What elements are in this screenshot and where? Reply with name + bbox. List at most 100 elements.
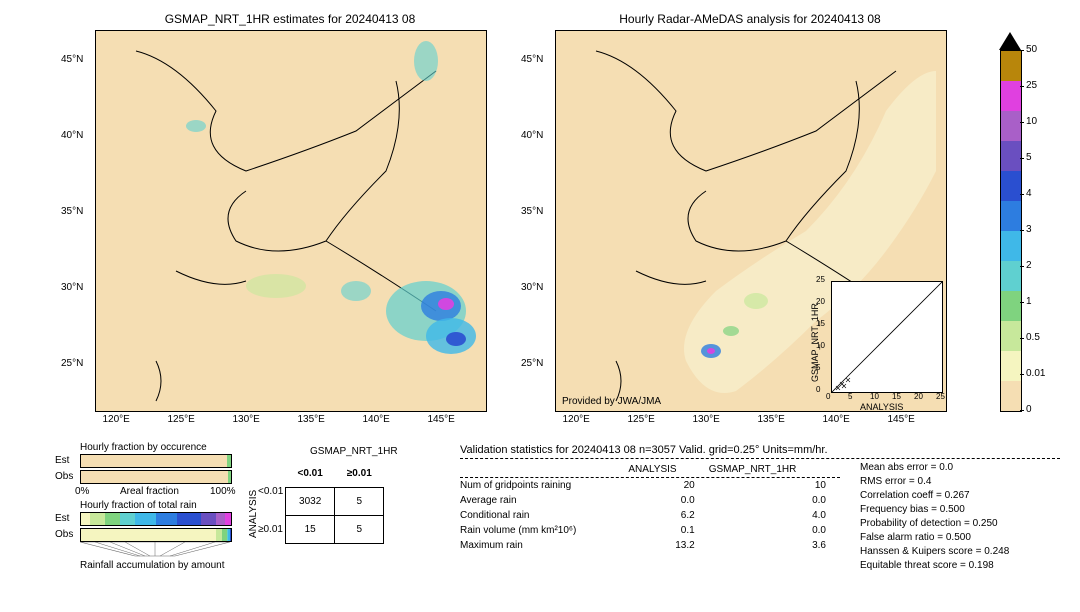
ctable-r0: <0.01 xyxy=(258,486,283,497)
ytick: 30°N xyxy=(521,282,543,293)
scatter-inset xyxy=(831,281,943,393)
ctable-h1: ≥0.01 xyxy=(335,460,384,488)
colorbar-tickmark xyxy=(1020,50,1024,51)
xtick: 145°E xyxy=(428,414,455,425)
colorbar-tick: 10 xyxy=(1026,116,1037,127)
scatter-xtick: 5 xyxy=(848,392,852,401)
scatter-ytick: 25 xyxy=(816,275,825,284)
xtick: 130°E xyxy=(233,414,260,425)
provided-by-label: Provided by JWA/JMA xyxy=(562,396,661,407)
colorbar-segment xyxy=(1001,261,1021,291)
scatter-xtick: 10 xyxy=(870,392,879,401)
colorbar-top-arrow xyxy=(999,32,1021,50)
xtick: 130°E xyxy=(693,414,720,425)
colorbar-segment xyxy=(1001,201,1021,231)
occ-obs-label: Obs xyxy=(55,471,73,482)
colorbar-segment xyxy=(1001,171,1021,201)
ytick: 45°N xyxy=(61,54,83,65)
accum-funnel xyxy=(80,542,230,560)
metric-row: Frequency bias = 0.500 xyxy=(860,504,1009,515)
scatter-xtick: 15 xyxy=(892,392,901,401)
metric-row: Probability of detection = 0.250 xyxy=(860,518,1009,529)
validation-table: ANALYSISGSMAP_NRT_1HRNum of gridpoints r… xyxy=(460,462,840,553)
colorbar-tick: 0.01 xyxy=(1026,368,1045,379)
xtick: 120°E xyxy=(103,414,130,425)
colorbar-tick: 0 xyxy=(1026,404,1032,415)
ytick: 45°N xyxy=(521,54,543,65)
ctable-c01: 5 xyxy=(335,488,384,516)
tot-est-label: Est xyxy=(55,513,69,524)
page-root: GSMAP_NRT_1HR estimates for 20240413 08 … xyxy=(0,0,1080,612)
scatter-xtick: 25 xyxy=(936,392,945,401)
colorbar-tick: 1 xyxy=(1026,296,1032,307)
occurrence-title: Hourly fraction by occurence xyxy=(80,442,207,453)
ytick: 40°N xyxy=(61,130,83,141)
colorbar-segment xyxy=(1001,111,1021,141)
ytick: 35°N xyxy=(61,206,83,217)
metric-row: Correlation coeff = 0.267 xyxy=(860,490,1009,501)
colorbar-segment xyxy=(1001,81,1021,111)
ctable-c11: 5 xyxy=(335,516,384,544)
xtick: 120°E xyxy=(563,414,590,425)
colorbar-tick: 5 xyxy=(1026,152,1032,163)
colorbar-segment xyxy=(1001,141,1021,171)
ctable-c10: 15 xyxy=(286,516,335,544)
ctable-h0: <0.01 xyxy=(286,460,335,488)
xtick: 145°E xyxy=(888,414,915,425)
colorbar-tick: 4 xyxy=(1026,188,1032,199)
colorbar-tick: 25 xyxy=(1026,80,1037,91)
colorbar-segment xyxy=(1001,381,1021,411)
left-map-svg xyxy=(96,31,486,411)
occ-est-label: Est xyxy=(55,455,69,466)
ctable-coltitle: GSMAP_NRT_1HR xyxy=(310,446,398,457)
ytick: 30°N xyxy=(61,282,83,293)
ctable-c00: 3032 xyxy=(286,488,335,516)
metrics-list: Mean abs error = 0.0 RMS error = 0.4 Corre… xyxy=(860,462,1009,574)
xtick: 140°E xyxy=(363,414,390,425)
metric-row: Mean abs error = 0.0 xyxy=(860,462,1009,473)
metric-row: Hanssen & Kuipers score = 0.248 xyxy=(860,546,1009,557)
colorbar-tickmark xyxy=(1020,338,1024,339)
validation-header: Validation statistics for 20240413 08 n=… xyxy=(460,444,828,456)
ytick: 25°N xyxy=(521,358,543,369)
colorbar-segment xyxy=(1001,231,1021,261)
colorbar-tickmark xyxy=(1020,194,1024,195)
colorbar-segment xyxy=(1001,351,1021,381)
colorbar-tick: 50 xyxy=(1026,44,1037,55)
stats-col: ANALYSIS xyxy=(628,462,708,477)
colorbar-segment xyxy=(1001,321,1021,351)
totalrain-bar-obs xyxy=(80,528,232,542)
right-map: Provided by JWA/JMA xyxy=(555,30,947,412)
colorbar-tickmark xyxy=(1020,302,1024,303)
metric-row: RMS error = 0.4 xyxy=(860,476,1009,487)
totalrain-title: Hourly fraction of total rain xyxy=(80,500,197,511)
contingency-table: <0.01 ≥0.01 3032 5 15 5 xyxy=(285,460,384,544)
occurrence-bar-est xyxy=(80,454,232,468)
occ-x0: 0% xyxy=(75,486,89,497)
left-map xyxy=(95,30,487,412)
ctable-r1: ≥0.01 xyxy=(258,524,283,535)
colorbar-tickmark xyxy=(1020,374,1024,375)
ytick: 25°N xyxy=(61,358,83,369)
xtick: 135°E xyxy=(298,414,325,425)
colorbar-tickmark xyxy=(1020,122,1024,123)
xtick: 125°E xyxy=(628,414,655,425)
colorbar-tick: 3 xyxy=(1026,224,1032,235)
colorbar-tickmark xyxy=(1020,158,1024,159)
stats-col xyxy=(460,462,628,477)
validation-divider xyxy=(460,458,1060,459)
ytick: 35°N xyxy=(521,206,543,217)
colorbar-segment xyxy=(1001,51,1021,81)
colorbar-tickmark xyxy=(1020,410,1024,411)
colorbar-tick: 2 xyxy=(1026,260,1032,271)
colorbar-segment xyxy=(1001,291,1021,321)
accum-caption: Rainfall accumulation by amount xyxy=(80,560,225,571)
occ-x1: 100% xyxy=(210,486,236,497)
scatter-ytick: 0 xyxy=(816,385,820,394)
colorbar-tickmark xyxy=(1020,266,1024,267)
left-map-title: GSMAP_NRT_1HR estimates for 20240413 08 xyxy=(95,12,485,26)
scatter-svg xyxy=(832,282,942,392)
colorbar-tickmark xyxy=(1020,230,1024,231)
xtick: 135°E xyxy=(758,414,785,425)
occ-xmid: Areal fraction xyxy=(120,486,179,497)
